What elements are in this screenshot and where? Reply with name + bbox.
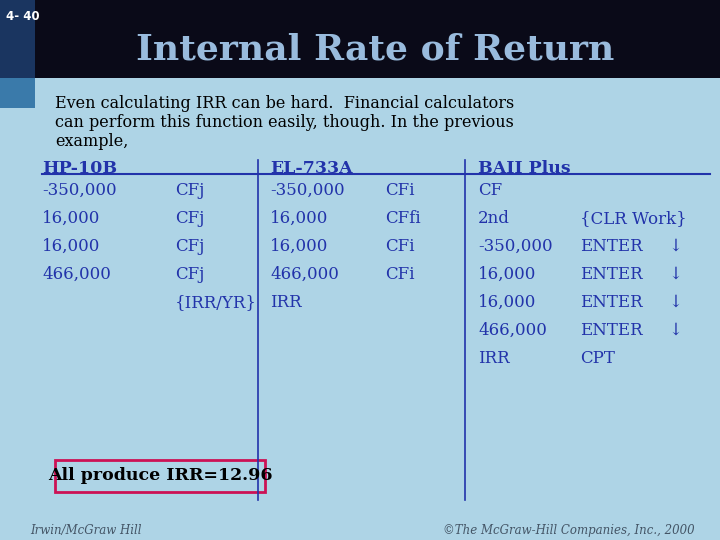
Text: can perform this function easily, though. In the previous: can perform this function easily, though… [55, 114, 514, 131]
Text: ENTER: ENTER [580, 294, 643, 311]
Bar [0, 0, 720, 78]
Text: CF: CF [478, 182, 503, 199]
Text: CFj: CFj [175, 210, 204, 227]
Text: 2nd: 2nd [478, 210, 510, 227]
Text: CFj: CFj [175, 266, 204, 283]
Text: BAII Plus: BAII Plus [478, 160, 571, 177]
Text: ↓: ↓ [668, 238, 682, 255]
Text: All produce IRR=12.96: All produce IRR=12.96 [48, 468, 272, 484]
Text: IRR: IRR [478, 350, 510, 367]
Text: ENTER: ENTER [580, 238, 643, 255]
Text: HP-10B: HP-10B [42, 160, 117, 177]
Text: example,: example, [55, 133, 128, 150]
Bar [0, 78, 35, 108]
Text: CFj: CFj [175, 238, 204, 255]
Text: -350,000: -350,000 [42, 182, 117, 199]
Text: Irwin/McGraw Hill: Irwin/McGraw Hill [30, 524, 142, 537]
Text: CFi: CFi [385, 266, 415, 283]
Text: 16,000: 16,000 [42, 238, 100, 255]
Text: Even calculating IRR can be hard.  Financial calculators: Even calculating IRR can be hard. Financ… [55, 95, 514, 112]
Bar [0, 0, 35, 78]
Text: -350,000: -350,000 [270, 182, 345, 199]
Text: {CLR Work}: {CLR Work} [580, 210, 687, 227]
Text: 16,000: 16,000 [478, 294, 536, 311]
Text: 466,000: 466,000 [478, 322, 547, 339]
Text: 16,000: 16,000 [478, 266, 536, 283]
Text: ↓: ↓ [668, 266, 682, 283]
Text: 16,000: 16,000 [270, 210, 328, 227]
Text: -350,000: -350,000 [478, 238, 553, 255]
Text: Internal Rate of Return: Internal Rate of Return [136, 33, 614, 67]
Text: IRR: IRR [270, 294, 302, 311]
Text: ↓: ↓ [668, 322, 682, 339]
Text: ↓: ↓ [668, 294, 682, 311]
Bar [55, 460, 265, 492]
Text: CFi: CFi [385, 182, 415, 199]
Text: CPT: CPT [580, 350, 615, 367]
Text: CFj: CFj [175, 182, 204, 199]
Text: 4- 40: 4- 40 [6, 10, 40, 23]
Text: 16,000: 16,000 [42, 210, 100, 227]
Text: 466,000: 466,000 [270, 266, 339, 283]
Text: CFfi: CFfi [385, 210, 420, 227]
Text: ENTER: ENTER [580, 266, 643, 283]
Text: {IRR/YR}: {IRR/YR} [175, 294, 257, 311]
Text: 16,000: 16,000 [270, 238, 328, 255]
Text: ©The McGraw-Hill Companies, Inc., 2000: ©The McGraw-Hill Companies, Inc., 2000 [444, 524, 695, 537]
Text: EL-733A: EL-733A [270, 160, 353, 177]
Text: ENTER: ENTER [580, 322, 643, 339]
Text: CFi: CFi [385, 238, 415, 255]
Text: 466,000: 466,000 [42, 266, 111, 283]
